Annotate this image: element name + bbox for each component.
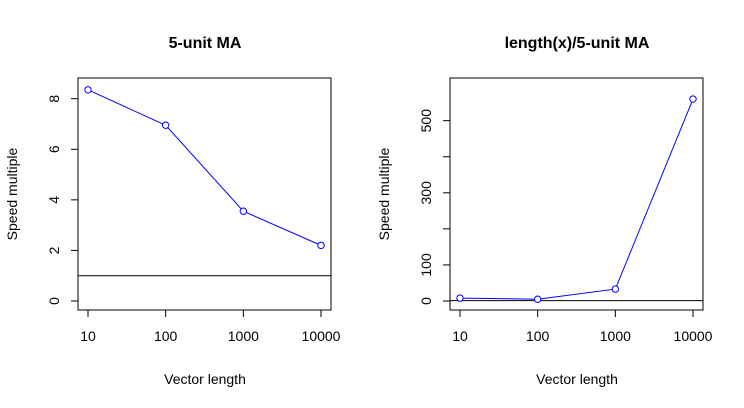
chart-panel-right: length(x)/5-unit MA 10 100 1000 10000 0 100 300… — [376, 35, 713, 387]
chart-panel-left: 5-unit MA 10 100 1000 10000 0 2 4 6 8 Vector lengt… — [4, 35, 341, 387]
series-line — [459, 98, 694, 300]
data-point — [84, 86, 92, 94]
y-tick-label: 4 — [46, 196, 62, 204]
series-line — [87, 89, 322, 246]
x-tick-label: 100 — [526, 328, 550, 344]
y-tick-label: 100 — [418, 253, 434, 277]
data-point — [317, 241, 325, 250]
chart-title: length(x)/5-unit MA — [505, 35, 650, 52]
y-tick-label: 0 — [46, 297, 62, 305]
data-point — [533, 295, 542, 303]
x-tick-label: 100 — [154, 328, 178, 344]
data-point — [239, 207, 248, 215]
y-tick-label: 500 — [418, 109, 434, 133]
chart-title: 5-unit MA — [169, 35, 242, 52]
x-tick-label: 10 — [80, 328, 96, 344]
x-tick-label: 10000 — [302, 328, 341, 344]
data-point — [456, 294, 464, 302]
data-point — [689, 95, 697, 103]
y-tick-label: 6 — [46, 145, 62, 153]
x-axis-label: Vector length — [164, 371, 246, 387]
plot-frame — [449, 77, 704, 311]
data-point — [611, 285, 620, 293]
y-tick-label: 0 — [418, 297, 434, 305]
x-tick-label: 1000 — [228, 328, 259, 344]
x-tick-label: 10000 — [674, 328, 713, 344]
data-point — [161, 121, 170, 129]
plot-frame — [77, 77, 332, 311]
x-tick-label: 10 — [452, 328, 468, 344]
y-tick-label: 2 — [46, 246, 62, 254]
x-axis-label: Vector length — [536, 371, 618, 387]
y-tick-label: 8 — [46, 95, 62, 103]
y-axis-label: Speed multiple — [376, 147, 392, 240]
x-tick-label: 1000 — [600, 328, 631, 344]
y-tick-label: 300 — [418, 181, 434, 205]
y-axis-label: Speed multiple — [4, 147, 20, 240]
